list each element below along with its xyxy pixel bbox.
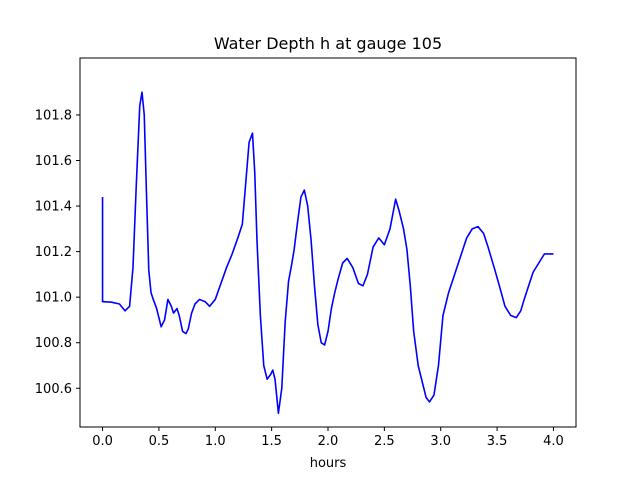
x-axis-title: hours (310, 456, 347, 471)
x-tick-label: 1.0 (205, 434, 226, 449)
y-axis: 100.6 100.8 101.0 101.2 101.4 101.6 101.8 (35, 108, 80, 397)
x-axis: 0.0 0.5 1.0 1.5 2.0 2.5 3.0 3.5 4.0 (92, 427, 564, 449)
y-tick-label: 100.6 (35, 382, 72, 397)
x-tick-label: 3.5 (487, 434, 508, 449)
x-tick-label: 0.0 (92, 434, 113, 449)
y-tick-label: 101.8 (35, 108, 72, 123)
plot-area (101, 91, 554, 415)
chart-title: Water Depth h at gauge 105 (214, 34, 442, 53)
y-tick-label: 101.6 (35, 154, 72, 169)
y-tick-label: 101.4 (35, 200, 72, 215)
y-tick-label: 101.2 (35, 245, 72, 260)
x-tick-label: 3.0 (430, 434, 451, 449)
x-tick-label: 1.5 (261, 434, 282, 449)
y-tick-label: 100.8 (35, 336, 72, 351)
x-tick-label: 0.5 (149, 434, 170, 449)
x-tick-label: 4.0 (543, 434, 564, 449)
x-tick-label: 2.5 (374, 434, 395, 449)
x-tick-label: 2.0 (318, 434, 339, 449)
y-tick-label: 101.0 (35, 291, 72, 306)
series-line-0 (101, 91, 554, 415)
